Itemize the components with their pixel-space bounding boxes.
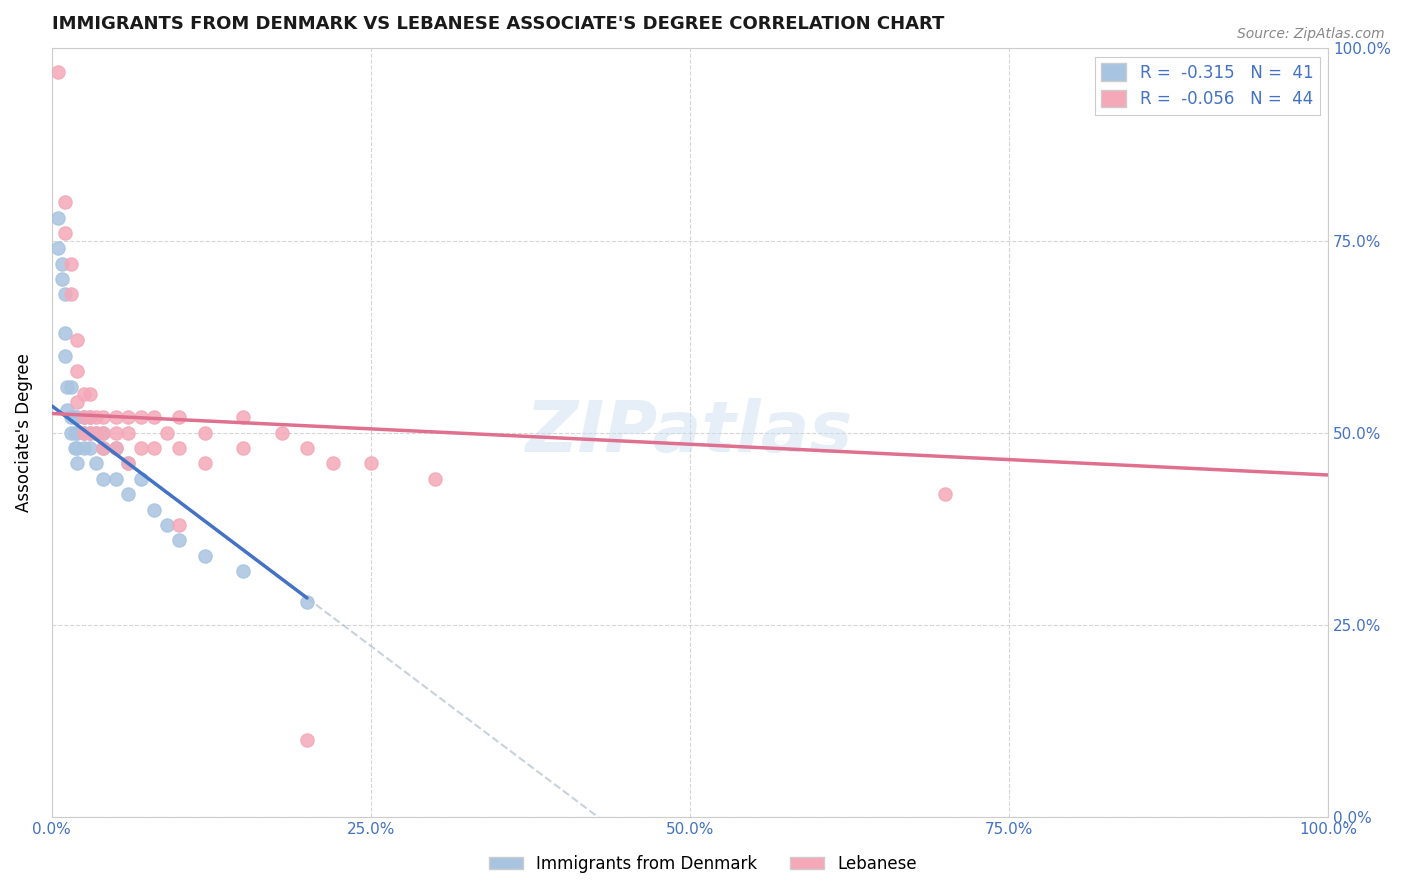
Point	[104, 441, 127, 455]
Point	[232, 410, 254, 425]
Point	[91, 425, 114, 440]
Point	[73, 441, 96, 455]
Text: IMMIGRANTS FROM DENMARK VS LEBANESE ASSOCIATE'S DEGREE CORRELATION CHART: IMMIGRANTS FROM DENMARK VS LEBANESE ASSO…	[52, 15, 943, 33]
Point	[63, 441, 86, 455]
Point	[53, 195, 76, 210]
Point	[129, 441, 152, 455]
Point	[117, 457, 139, 471]
Point	[63, 425, 86, 440]
Text: ZIPatlas: ZIPatlas	[526, 398, 853, 467]
Point	[117, 457, 139, 471]
Point	[360, 457, 382, 471]
Point	[66, 425, 89, 440]
Point	[91, 410, 114, 425]
Point	[46, 64, 69, 78]
Point	[322, 457, 344, 471]
Point	[169, 410, 191, 425]
Point	[169, 441, 191, 455]
Point	[73, 425, 96, 440]
Point	[86, 425, 108, 440]
Point	[91, 472, 114, 486]
Point	[63, 410, 86, 425]
Point	[91, 425, 114, 440]
Point	[79, 425, 101, 440]
Point	[51, 257, 73, 271]
Point	[73, 410, 96, 425]
Point	[53, 349, 76, 363]
Point	[79, 410, 101, 425]
Point	[66, 441, 89, 455]
Point	[66, 334, 89, 348]
Point	[142, 502, 165, 516]
Point	[934, 487, 956, 501]
Point	[104, 472, 127, 486]
Point	[156, 518, 179, 533]
Point	[169, 533, 191, 548]
Legend: Immigrants from Denmark, Lebanese: Immigrants from Denmark, Lebanese	[482, 848, 924, 880]
Point	[142, 441, 165, 455]
Legend: R =  -0.315   N =  41, R =  -0.056   N =  44: R = -0.315 N = 41, R = -0.056 N = 44	[1094, 57, 1320, 115]
Point	[423, 472, 446, 486]
Point	[295, 441, 318, 455]
Point	[59, 287, 82, 301]
Point	[66, 457, 89, 471]
Point	[59, 257, 82, 271]
Point	[117, 410, 139, 425]
Point	[295, 595, 318, 609]
Point	[91, 441, 114, 455]
Point	[86, 425, 108, 440]
Point	[51, 272, 73, 286]
Point	[117, 487, 139, 501]
Point	[66, 410, 89, 425]
Point	[53, 287, 76, 301]
Point	[104, 425, 127, 440]
Point	[46, 241, 69, 255]
Point	[117, 425, 139, 440]
Point	[56, 379, 79, 393]
Point	[104, 441, 127, 455]
Point	[232, 564, 254, 578]
Point	[86, 457, 108, 471]
Point	[73, 425, 96, 440]
Text: Source: ZipAtlas.com: Source: ZipAtlas.com	[1237, 27, 1385, 41]
Point	[169, 518, 191, 533]
Point	[91, 441, 114, 455]
Point	[232, 441, 254, 455]
Point	[59, 410, 82, 425]
Point	[129, 472, 152, 486]
Point	[104, 410, 127, 425]
Point	[53, 226, 76, 240]
Point	[53, 326, 76, 340]
Point	[129, 410, 152, 425]
Point	[295, 733, 318, 747]
Point	[59, 425, 82, 440]
Point	[270, 425, 292, 440]
Point	[56, 402, 79, 417]
Point	[194, 425, 217, 440]
Y-axis label: Associate's Degree: Associate's Degree	[15, 353, 32, 512]
Point	[79, 441, 101, 455]
Point	[59, 379, 82, 393]
Point	[73, 410, 96, 425]
Point	[66, 364, 89, 378]
Point	[86, 410, 108, 425]
Point	[66, 395, 89, 409]
Point	[79, 387, 101, 401]
Point	[142, 410, 165, 425]
Point	[156, 425, 179, 440]
Point	[46, 211, 69, 225]
Point	[79, 410, 101, 425]
Point	[73, 387, 96, 401]
Point	[194, 457, 217, 471]
Point	[194, 549, 217, 563]
Point	[79, 425, 101, 440]
